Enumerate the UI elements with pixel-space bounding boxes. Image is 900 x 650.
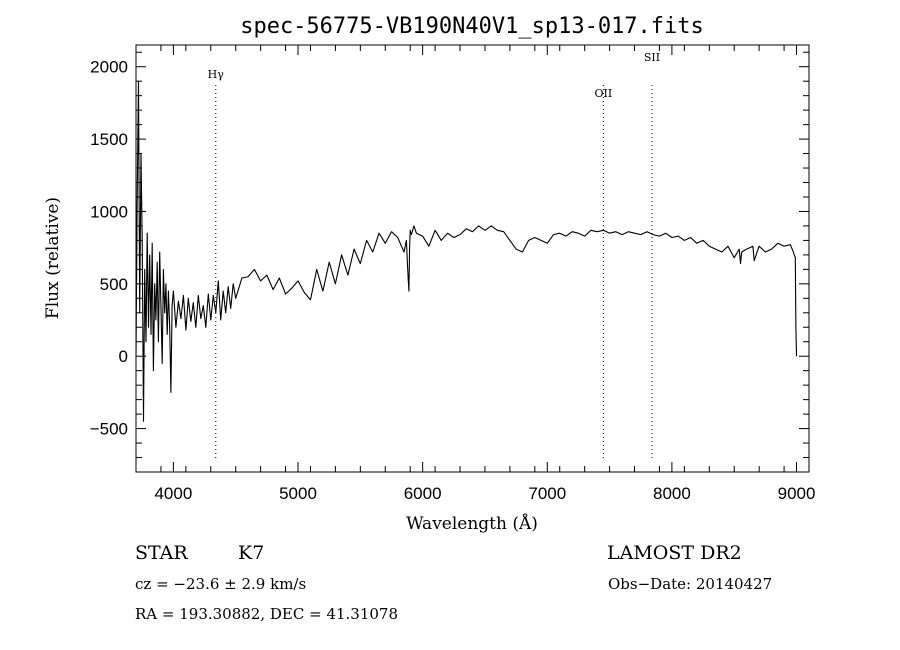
survey-name: LAMOST DR2 (607, 542, 742, 564)
annotation-label: OII (595, 87, 613, 100)
spectrum-line-0 (135, 80, 798, 422)
y-tick-label: 1500 (90, 130, 128, 149)
x-tick-label: 9000 (778, 484, 816, 503)
x-tick-label: 5000 (279, 484, 317, 503)
annotation-label: SII (644, 51, 660, 64)
plot-frame (135, 44, 810, 473)
obs-date: Obs−Date: 20140427 (608, 575, 772, 593)
axis-ticks: 4000 5000 6000 7000 8000 9000 −500 0 500 1000 1500… (90, 45, 816, 503)
annotations: Hγ OII SII (208, 51, 660, 460)
y-tick-label: 0 (119, 347, 128, 366)
x-tick-label: 6000 (404, 484, 442, 503)
coordinates: RA = 193.30882, DEC = 41.31078 (135, 605, 398, 623)
object-subclass: K7 (238, 542, 264, 564)
y-tick-label: 2000 (90, 58, 128, 77)
annotation-label: Hγ (208, 68, 225, 81)
x-tick-label: 7000 (528, 484, 566, 503)
series-group (135, 80, 798, 422)
x-tick-label: 8000 (653, 484, 691, 503)
x-axis-label: Wavelength (Å) (406, 513, 538, 534)
chart-title: spec-56775-VB190N40V1_sp13-017.fits (240, 14, 704, 39)
redshift-text: cz = −23.6 ± 2.9 km/s (135, 575, 306, 593)
y-tick-label: 500 (100, 275, 128, 294)
y-tick-label: 1000 (90, 202, 128, 221)
x-tick-label: 4000 (154, 484, 192, 503)
object-class: STAR (135, 542, 188, 564)
y-tick-label: −500 (90, 420, 128, 439)
y-axis-label: Flux (relative) (43, 197, 63, 319)
